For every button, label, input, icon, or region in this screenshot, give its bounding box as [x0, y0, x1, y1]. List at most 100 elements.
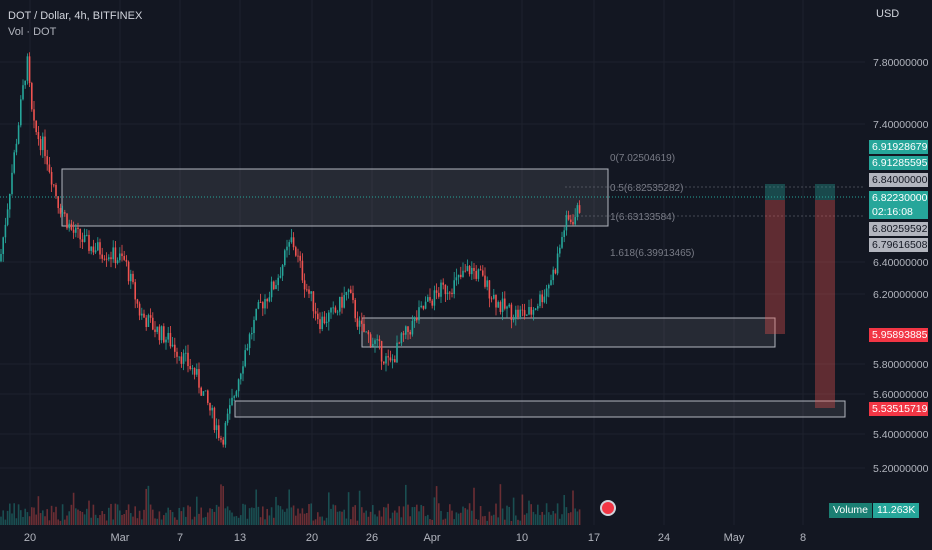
candle-body	[165, 339, 167, 343]
candle-body	[422, 305, 425, 309]
volume-bar	[385, 507, 387, 525]
candle-body	[235, 391, 238, 397]
volume-bar	[75, 508, 77, 525]
candle-body	[209, 402, 211, 411]
volume-bar	[418, 511, 420, 525]
volume-bar	[59, 520, 62, 525]
volume-legend[interactable]: Vol · DOT	[8, 26, 57, 38]
candle-body	[578, 205, 581, 213]
volume-bar	[83, 514, 86, 525]
candle-body	[240, 373, 242, 380]
candle-body	[61, 212, 64, 214]
volume-bar	[72, 492, 75, 525]
x-tick-10: May	[724, 532, 745, 544]
candle-body	[68, 223, 70, 229]
candle-body	[46, 156, 48, 165]
candle-body	[218, 425, 220, 439]
volume-bar	[105, 520, 108, 525]
volume-bar	[431, 519, 433, 525]
candle-body	[226, 413, 229, 423]
candle-body	[367, 331, 370, 335]
volume-bar	[116, 504, 119, 525]
volume-bar	[380, 516, 383, 525]
candle-body	[372, 343, 374, 347]
volume-bar	[490, 515, 493, 525]
volume-bar	[277, 505, 279, 525]
volume-bar	[66, 515, 68, 525]
price-scale-label-6: 6.79616508	[869, 238, 928, 252]
volume-bar	[286, 508, 288, 525]
volume-bar	[253, 507, 255, 525]
volume-bar	[534, 514, 537, 525]
currency-label[interactable]: USD	[876, 8, 900, 20]
candle-body	[251, 333, 253, 335]
candle-body	[398, 342, 400, 344]
volume-bar	[374, 514, 376, 525]
candle-body	[556, 253, 559, 274]
candle-body	[521, 309, 524, 311]
candle-body	[394, 359, 396, 363]
candle-body	[345, 292, 348, 296]
candle-body	[543, 296, 546, 303]
candle-body	[204, 390, 207, 392]
fib-level-3: 1.618(6.39913465)	[610, 248, 695, 259]
volume-bar	[567, 513, 570, 525]
candle-body	[248, 334, 251, 349]
candle-body	[55, 184, 57, 197]
candle-body	[266, 299, 268, 302]
volume-bar	[81, 511, 84, 525]
volume-bar	[477, 519, 480, 525]
candle-body	[176, 351, 178, 357]
volume-bar	[495, 503, 497, 525]
candle-body	[457, 274, 460, 278]
volume-bar	[460, 512, 462, 525]
x-tick-1: Mar	[111, 532, 130, 544]
y-tick-2: 6.40000000	[873, 257, 929, 269]
volume-bar	[196, 496, 198, 525]
candle-body	[24, 80, 26, 86]
volume-bar	[189, 506, 191, 525]
volume-bar	[332, 504, 334, 525]
volume-bar	[257, 506, 260, 525]
fib-level-2: 1(6.63133584)	[610, 212, 675, 223]
y-tick-1: 7.40000000	[873, 119, 929, 131]
volume-bar	[180, 511, 183, 525]
volume-bar	[193, 516, 196, 525]
volume-bar	[317, 512, 319, 525]
candle-body	[28, 56, 31, 84]
volume-bar	[372, 505, 374, 525]
volume-bar	[235, 516, 238, 525]
candle-body	[363, 323, 365, 333]
volume-bar	[350, 519, 352, 525]
x-tick-7: 10	[516, 532, 528, 544]
candle-body	[101, 254, 103, 259]
symbol-legend[interactable]: DOT / Dollar, 4h, BITFINEX	[8, 10, 143, 22]
volume-bar	[299, 513, 301, 525]
candle-body	[350, 289, 352, 294]
candle-body	[255, 308, 257, 320]
volume-bar	[251, 507, 253, 525]
volume-bar	[468, 503, 471, 525]
candle-body	[396, 342, 398, 363]
volume-bar	[376, 516, 378, 525]
volume-bar	[541, 511, 543, 525]
volume-bar	[149, 504, 152, 525]
volume-bar	[92, 504, 95, 525]
event-flag-icon[interactable]	[600, 500, 616, 516]
candle-body	[427, 297, 429, 302]
candle-body	[44, 136, 46, 157]
candle-body	[277, 277, 279, 286]
candle-body	[231, 397, 233, 406]
candle-body	[119, 253, 121, 261]
candle-body	[39, 139, 42, 151]
volume-bar	[440, 510, 442, 525]
candle-body	[185, 352, 187, 354]
y-tick-5: 5.60000000	[873, 389, 929, 401]
fib-level-1: 0.5(6.82535282)	[610, 183, 683, 194]
candle-body	[440, 282, 442, 297]
candle-body	[79, 229, 81, 240]
candle-body	[453, 280, 455, 295]
volume-bar	[33, 507, 35, 525]
